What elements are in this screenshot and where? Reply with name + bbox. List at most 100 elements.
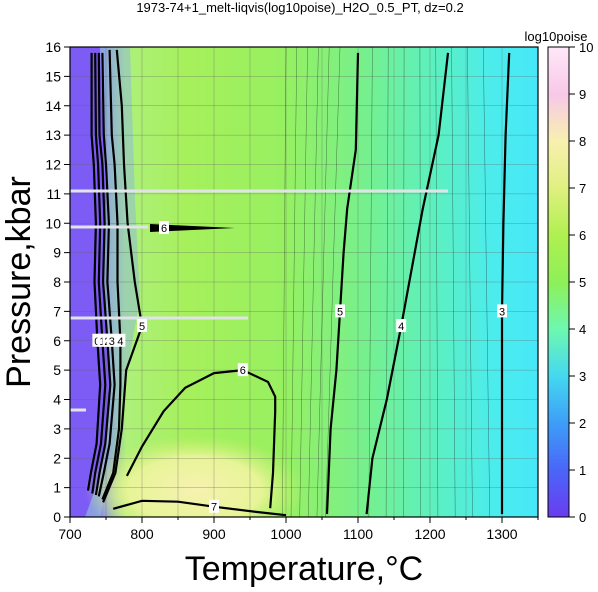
contour-label-5: 5 xyxy=(335,304,345,318)
colorbar-tick-label: 3 xyxy=(579,369,586,384)
y-tick-label: 4 xyxy=(53,392,61,408)
contour-line-3 xyxy=(500,52,511,515)
contour-label-7: 7 xyxy=(209,499,219,514)
y-tick-label: 11 xyxy=(46,186,61,202)
contour-label-text: 6 xyxy=(240,365,246,377)
minor-contour-line xyxy=(403,47,405,517)
minor-contour-line xyxy=(419,47,421,517)
y-tick-label: 3 xyxy=(53,421,61,437)
contour-label-1: 1 xyxy=(97,333,108,348)
contour-lines xyxy=(86,47,511,517)
contour-line-2 xyxy=(94,52,112,496)
contour-label-text: 4 xyxy=(398,321,404,333)
contour-label-text: 3 xyxy=(109,336,115,348)
y-tick-label: 5 xyxy=(53,362,61,378)
contour-line-7 xyxy=(112,499,287,517)
contour-label-bg xyxy=(237,363,248,377)
x-tick-label: 1100 xyxy=(343,526,373,542)
y-tick-label: 2 xyxy=(53,450,61,466)
x-tick-label: 1300 xyxy=(486,526,517,542)
colorbar-tick-label: 6 xyxy=(579,228,586,243)
contour-label-text: 1 xyxy=(99,336,105,348)
minor-contour-line xyxy=(290,47,298,517)
contour-label-bg xyxy=(92,333,103,347)
colorbar-label: log10poise xyxy=(525,29,588,44)
chart-title: 1973-74+1_melt-liqvis(log10poise)_H2O_0.… xyxy=(136,0,463,15)
y-tick-label: 7 xyxy=(53,303,61,319)
contour-label-text: 6 xyxy=(161,223,167,235)
colorbar-tick-label: 7 xyxy=(579,181,586,196)
colorbar-tick-label: 4 xyxy=(579,322,586,337)
x-axis-label: Temperature,°C xyxy=(185,550,423,587)
colorbar: 0 1 2 3 4 5 6 7 8 9 10 log10poise xyxy=(525,29,594,525)
contour-label-bg xyxy=(106,333,117,347)
y-tick-label: 16 xyxy=(45,39,61,55)
contour-label-text: 5 xyxy=(337,306,343,318)
colorbar-gradient xyxy=(547,46,570,518)
contour-labels: 012345675436 xyxy=(92,221,507,514)
contour-label-bg xyxy=(497,304,507,318)
contour-label-0: 0 xyxy=(92,333,103,348)
colorbar-tick-label: 1 xyxy=(579,463,586,478)
minor-contour-line xyxy=(451,47,456,517)
colorbar-tick-label: 10 xyxy=(579,40,593,55)
colorbar-tick-label: 2 xyxy=(579,416,586,431)
contour-label-text: 4 xyxy=(117,336,123,348)
y-tick-label: 10 xyxy=(45,215,61,231)
y-tick-label: 13 xyxy=(45,127,61,143)
contour-label-5: 5 xyxy=(137,319,147,333)
contour-line-5 xyxy=(325,52,360,515)
y-tick-label: 1 xyxy=(53,480,61,496)
contour-line-0 xyxy=(86,52,102,491)
y-tick-label: 6 xyxy=(53,333,61,349)
colorbar-tick-label: 8 xyxy=(579,134,586,149)
y-tick-label: 15 xyxy=(45,68,61,84)
contour-label-3: 3 xyxy=(106,333,117,348)
contour-line-1 xyxy=(91,52,107,494)
minor-contour-line xyxy=(282,47,287,517)
contour-label-6-wedge: 6 xyxy=(159,221,169,235)
contour-label-6: 6 xyxy=(237,363,248,377)
axes: 700 800 900 1000 1100 1200 1300012345678910111… xyxy=(45,39,539,542)
contour-label-bg xyxy=(396,319,407,333)
contour-label-text: 7 xyxy=(211,502,217,514)
minor-contour-line xyxy=(316,47,330,517)
contour-line-4 xyxy=(101,49,122,500)
y-tick-label: 12 xyxy=(45,157,61,173)
contour-label-4: 4 xyxy=(115,333,126,348)
minor-contour-line xyxy=(483,47,491,517)
x-tick-label: 900 xyxy=(202,526,226,542)
y-tick-label: 9 xyxy=(53,245,61,261)
colorbar-tick-label: 5 xyxy=(579,275,586,290)
y-tick-label: 0 xyxy=(53,509,61,525)
contour-line-4 xyxy=(365,52,450,515)
contour-label-text: 0 xyxy=(94,336,100,348)
contour-label-3: 3 xyxy=(497,304,507,318)
contour-line-3 xyxy=(97,52,116,497)
x-tick-label: 800 xyxy=(130,526,154,542)
contour-label-bg xyxy=(97,333,108,347)
contour-label-text: 3 xyxy=(499,306,505,318)
x-tick-label: 700 xyxy=(58,526,82,542)
contour-label-bg xyxy=(115,333,126,347)
minor-contour-line xyxy=(308,47,319,517)
colorbar-ticks: 0 1 2 3 4 5 6 7 8 9 10 xyxy=(569,40,593,525)
contour-label-bg xyxy=(335,304,345,318)
contour-label-bg xyxy=(159,221,169,234)
light-artefact-lines xyxy=(70,189,448,412)
contour-label-bg xyxy=(137,319,147,333)
contour-label-bg xyxy=(209,499,219,513)
minor-contour-line xyxy=(368,47,373,517)
contour-wedge-6 xyxy=(150,224,235,232)
y-tick-label: 8 xyxy=(53,274,61,290)
minor-contour-line xyxy=(325,47,341,517)
colorbar-tick-label: 0 xyxy=(579,510,586,525)
contour-line-5 xyxy=(102,49,144,503)
x-tick-label: 1000 xyxy=(270,526,301,542)
contour-label-4: 4 xyxy=(396,319,407,333)
heatmap-field xyxy=(70,47,538,517)
minor-contour-line xyxy=(299,47,308,517)
y-axis-label: Pressure,kbar xyxy=(0,176,38,388)
